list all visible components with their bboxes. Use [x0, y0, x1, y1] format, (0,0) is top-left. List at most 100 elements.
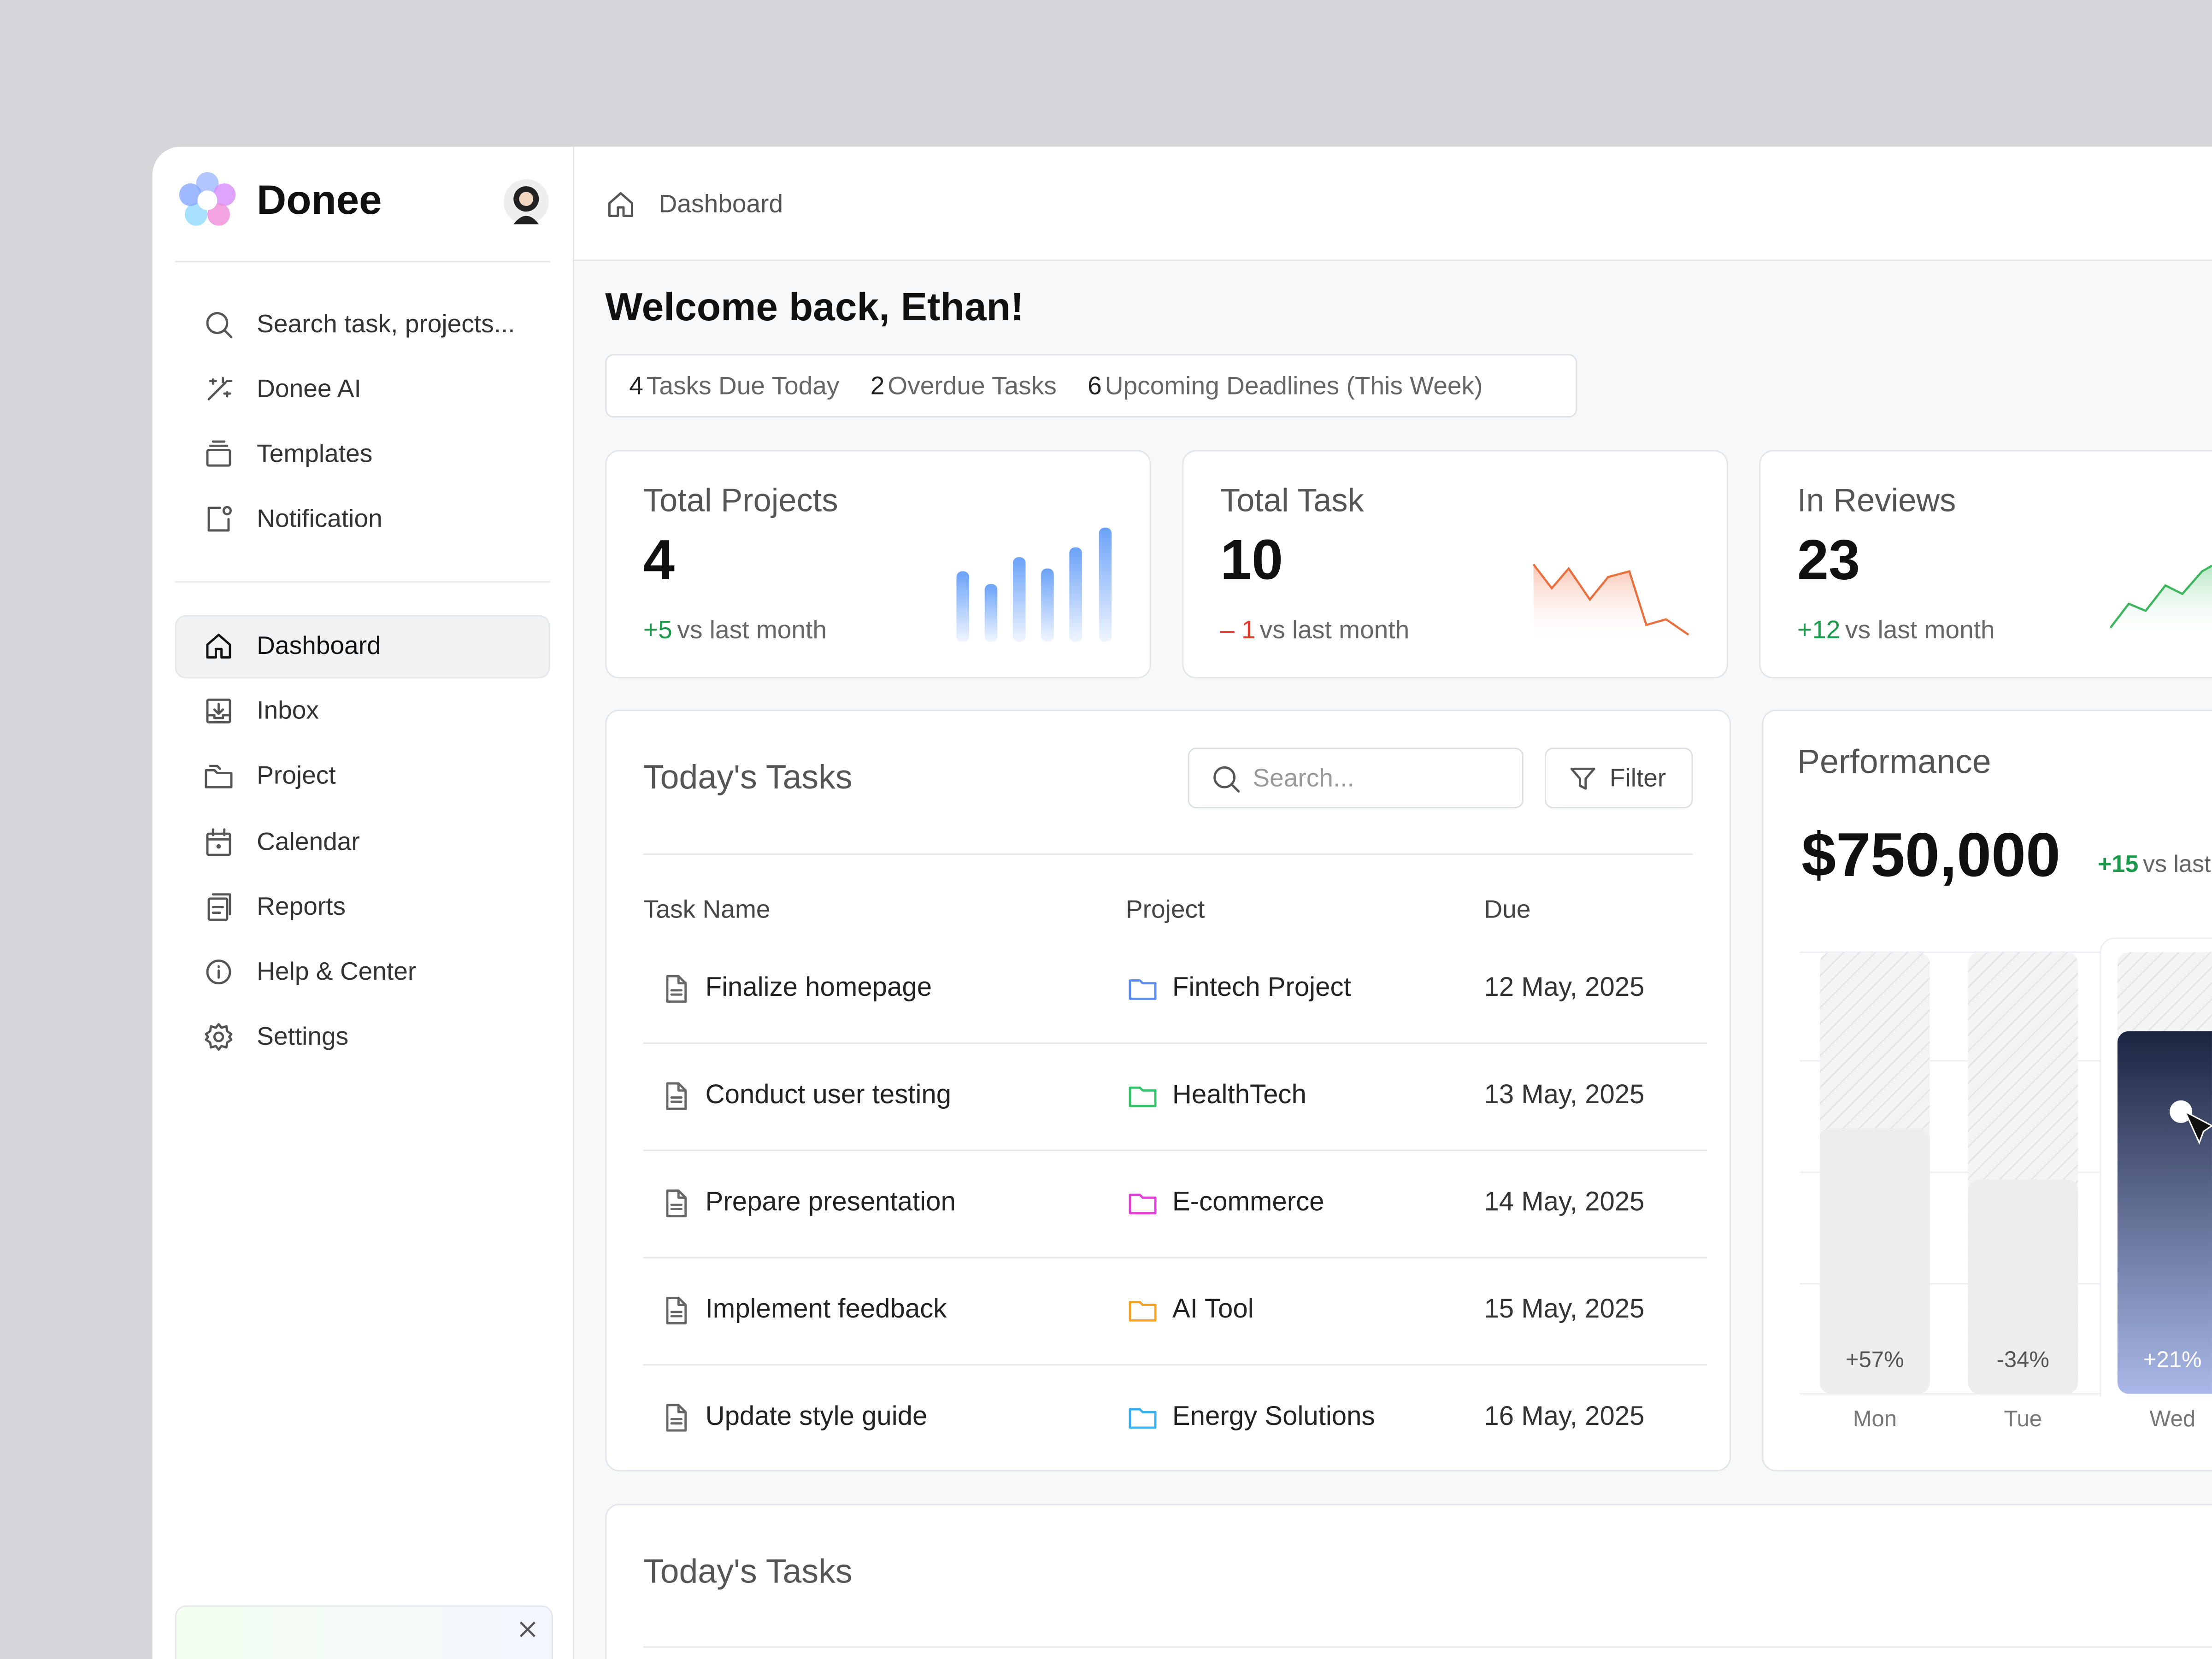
task-name[interactable]: Prepare presentation: [705, 1188, 956, 1218]
nav-item[interactable]: Help & Center: [257, 957, 417, 986]
due-date: 13 May, 2025: [1484, 1080, 1645, 1111]
filter-icon: [1570, 767, 1595, 790]
search-input[interactable]: [1188, 747, 1524, 809]
summary-pill: [605, 354, 1577, 418]
ai-icon: [207, 377, 233, 400]
summary-count: 2: [870, 371, 885, 400]
row-divider: [643, 1149, 1707, 1151]
column-header: Project: [1125, 895, 1205, 924]
divider: [643, 853, 1693, 855]
stat-title: In Reviews: [1797, 482, 1956, 518]
summary-label: Overdue Tasks: [888, 371, 1057, 400]
sidebar-item[interactable]: Notification: [257, 504, 382, 533]
task-name[interactable]: Conduct user testing: [705, 1080, 952, 1111]
task-name[interactable]: Implement feedback: [705, 1295, 947, 1325]
help-icon: [206, 959, 231, 985]
row-divider: [643, 1042, 1707, 1044]
performance-grid: [1800, 937, 2212, 1397]
bar-label: +21%: [2143, 1348, 2202, 1373]
bottom-card: [605, 1504, 2212, 1659]
doc-icon: [666, 1082, 687, 1110]
stat-value: 10: [1220, 529, 1283, 592]
column-header: Task Name: [643, 895, 771, 924]
task-name[interactable]: Update style guide: [705, 1402, 928, 1432]
doc-icon: [666, 975, 687, 1003]
close-button[interactable]: [518, 1619, 537, 1639]
column-header: Due: [1484, 895, 1531, 924]
folder-icon: [1129, 1086, 1157, 1107]
nav-item[interactable]: Reports: [257, 892, 346, 921]
reports-icon: [207, 893, 231, 921]
project-name: HealthTech: [1172, 1080, 1306, 1111]
brand: Donee: [257, 178, 382, 224]
performance-amount: $750,000: [1801, 821, 2060, 890]
due-date: 16 May, 2025: [1484, 1402, 1645, 1432]
stat-change: +5: [643, 616, 672, 644]
sidebar-item[interactable]: Donee AI: [257, 374, 361, 403]
sparkline-up: [2109, 565, 2212, 642]
folder-icon: [1129, 1194, 1157, 1215]
card-title: Performance: [1797, 743, 1991, 782]
sidebar-item[interactable]: Templates: [257, 439, 373, 468]
day-label: Tue: [2004, 1408, 2042, 1432]
row-divider: [643, 1257, 1707, 1259]
welcome: Welcome back, Ethan!: [605, 285, 1024, 329]
performance-change: +15: [2098, 850, 2139, 878]
filter-button[interactable]: [1545, 747, 1693, 809]
calendar-icon: [206, 828, 231, 856]
doc-icon: [666, 1404, 687, 1432]
topbar: [574, 147, 2212, 261]
project-icon: [205, 765, 233, 788]
summary-count: 6: [1088, 371, 1102, 400]
sparkline-bars: [956, 527, 1112, 642]
due-date: 15 May, 2025: [1484, 1295, 1645, 1325]
day-label: Mon: [1853, 1408, 1897, 1432]
nav-item[interactable]: Settings: [257, 1022, 349, 1051]
row-divider: [643, 1364, 1707, 1366]
stat-value: 4: [643, 529, 675, 592]
home-icon: [206, 634, 231, 659]
folder-icon: [1129, 1301, 1157, 1322]
search-input[interactable]: Search task, projects...: [257, 309, 515, 338]
stat-change-text: vs last month: [1845, 616, 1995, 644]
tasks-card: [605, 709, 1731, 1471]
summary-label: Tasks Due Today: [646, 371, 840, 400]
due-date: 12 May, 2025: [1484, 973, 1645, 1003]
divider: [643, 1646, 2212, 1648]
stat-change: +12: [1797, 616, 1841, 644]
project-name: AI Tool: [1172, 1295, 1254, 1325]
project-name: E-commerce: [1172, 1188, 1324, 1218]
folder-icon: [1129, 1408, 1157, 1429]
stat-value: 23: [1797, 529, 1860, 592]
folder-icon: [1129, 979, 1157, 1000]
stat-change-text: vs last month: [1259, 616, 1410, 644]
search-icon: [1213, 766, 1240, 793]
nav-item[interactable]: Project: [257, 761, 336, 789]
inbox-icon: [206, 698, 231, 724]
stat-card: [605, 450, 1151, 679]
doc-icon: [666, 1189, 687, 1218]
task-name[interactable]: Finalize homepage: [705, 973, 932, 1003]
nav-item[interactable]: Inbox: [257, 696, 319, 724]
card-title: Today's Tasks: [643, 759, 853, 797]
templates-icon: [206, 440, 231, 467]
summary-count: 4: [629, 371, 643, 400]
breadcrumb[interactable]: Dashboard: [659, 189, 783, 218]
stat-change-text: vs last month: [677, 616, 827, 644]
divider: [175, 581, 550, 583]
filter-label[interactable]: Filter: [1609, 764, 1666, 792]
settings-icon: [205, 1023, 233, 1051]
avatar[interactable]: [503, 179, 549, 224]
divider: [175, 261, 550, 263]
nav-item[interactable]: Calendar: [257, 827, 360, 856]
search-placeholder[interactable]: Search...: [1253, 764, 1354, 792]
bar-label: -34%: [1996, 1348, 2049, 1373]
card-title: Today's Tasks: [643, 1553, 853, 1592]
project-name: Energy Solutions: [1172, 1402, 1375, 1432]
sparkline-down: [1532, 564, 1689, 645]
nav-item[interactable]: Dashboard: [257, 631, 381, 660]
performance-change-text: vs last: [2142, 850, 2211, 878]
stat-change: – 1: [1220, 616, 1256, 644]
